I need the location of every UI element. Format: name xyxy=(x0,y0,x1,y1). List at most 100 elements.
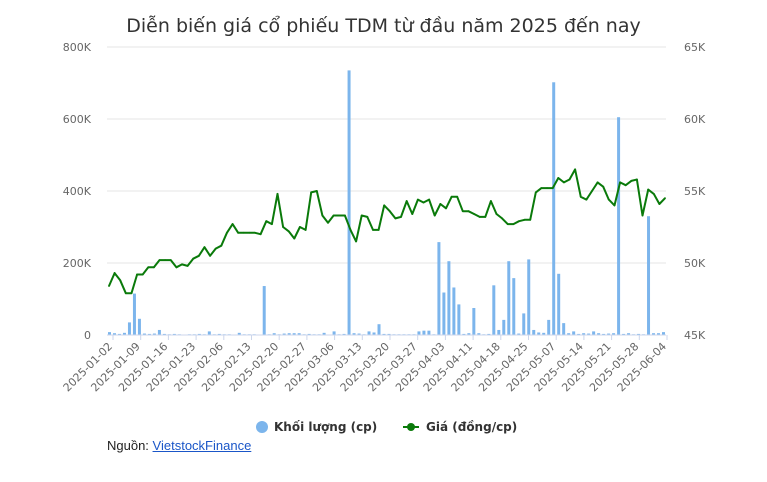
volume-bar[interactable] xyxy=(557,273,561,335)
volume-bar[interactable] xyxy=(607,333,611,335)
price-point[interactable] xyxy=(113,272,116,274)
volume-bar[interactable] xyxy=(377,324,381,335)
price-point[interactable] xyxy=(181,263,183,266)
price-point[interactable] xyxy=(591,190,593,192)
price-point[interactable] xyxy=(315,190,318,192)
volume-bar[interactable] xyxy=(592,331,596,335)
volume-bar[interactable] xyxy=(207,331,211,335)
price-point[interactable] xyxy=(607,198,610,201)
price-point[interactable] xyxy=(456,195,459,198)
price-point[interactable] xyxy=(237,231,240,234)
price-point[interactable] xyxy=(523,218,526,221)
price-point[interactable] xyxy=(265,220,268,223)
price-point[interactable] xyxy=(416,198,419,201)
volume-bar[interactable] xyxy=(637,333,641,335)
volume-bar[interactable] xyxy=(522,313,526,335)
price-point[interactable] xyxy=(473,213,475,215)
price-point[interactable] xyxy=(394,217,397,220)
price-point[interactable] xyxy=(624,184,627,187)
price-point[interactable] xyxy=(209,254,211,257)
price-point[interactable] xyxy=(332,214,335,217)
price-point[interactable] xyxy=(439,203,442,205)
volume-bar[interactable] xyxy=(507,261,511,335)
volume-bar[interactable] xyxy=(157,329,161,335)
volume-bar[interactable] xyxy=(367,331,371,335)
volume-bar[interactable] xyxy=(332,331,336,335)
price-point[interactable] xyxy=(518,220,520,223)
price-line[interactable] xyxy=(108,168,666,295)
price-point[interactable] xyxy=(310,191,313,194)
volume-bar[interactable] xyxy=(292,333,296,335)
price-point[interactable] xyxy=(484,216,487,218)
price-point[interactable] xyxy=(338,214,341,217)
volume-bar[interactable] xyxy=(542,332,546,335)
price-point[interactable] xyxy=(551,187,554,190)
volume-bar[interactable] xyxy=(272,333,276,335)
volume-bar[interactable] xyxy=(112,333,116,335)
price-point[interactable] xyxy=(534,191,537,194)
price-point[interactable] xyxy=(557,177,560,179)
price-point[interactable] xyxy=(377,228,380,231)
volume-bar[interactable] xyxy=(287,333,291,335)
volume-bar[interactable] xyxy=(602,333,606,335)
price-point[interactable] xyxy=(366,216,369,218)
volume-bar[interactable] xyxy=(122,332,126,335)
volume-bar[interactable] xyxy=(237,332,241,335)
price-point[interactable] xyxy=(579,195,582,198)
volume-bar[interactable] xyxy=(652,333,656,335)
volume-bar[interactable] xyxy=(427,330,431,335)
volume-bar[interactable] xyxy=(437,242,441,335)
volume-bar[interactable] xyxy=(387,333,391,335)
price-point[interactable] xyxy=(501,217,504,220)
volume-bar[interactable] xyxy=(147,333,151,335)
volume-bar[interactable] xyxy=(422,330,426,335)
volume-bar[interactable] xyxy=(622,333,626,335)
price-point[interactable] xyxy=(349,228,352,231)
price-point[interactable] xyxy=(119,279,122,282)
volume-bar[interactable] xyxy=(562,323,566,335)
price-point[interactable] xyxy=(450,195,453,198)
volume-bar[interactable] xyxy=(282,333,286,335)
volume-bar[interactable] xyxy=(467,333,471,335)
volume-bar[interactable] xyxy=(517,333,521,335)
price-point[interactable] xyxy=(405,200,408,202)
price-point[interactable] xyxy=(563,181,565,184)
price-point[interactable] xyxy=(270,223,273,226)
volume-bar[interactable] xyxy=(657,333,661,335)
price-point[interactable] xyxy=(158,259,161,262)
volume-bar[interactable] xyxy=(417,331,421,335)
price-point[interactable] xyxy=(304,228,307,231)
volume-bar[interactable] xyxy=(547,319,551,335)
price-point[interactable] xyxy=(512,223,515,226)
price-point[interactable] xyxy=(147,266,150,269)
volume-bar[interactable] xyxy=(127,322,131,335)
price-point[interactable] xyxy=(647,188,650,191)
volume-bar[interactable] xyxy=(142,333,146,335)
volume-bar[interactable] xyxy=(382,333,386,335)
price-point[interactable] xyxy=(411,213,414,215)
price-point[interactable] xyxy=(506,223,509,226)
price-point[interactable] xyxy=(602,185,605,188)
source-link[interactable]: VietstockFinance xyxy=(152,438,252,453)
price-point[interactable] xyxy=(658,203,661,205)
price-point[interactable] xyxy=(613,204,616,207)
price-point[interactable] xyxy=(383,204,386,207)
price-point[interactable] xyxy=(169,259,172,262)
volume-bar[interactable] xyxy=(352,333,356,335)
price-point[interactable] xyxy=(130,292,133,295)
price-point[interactable] xyxy=(596,181,599,184)
price-point[interactable] xyxy=(585,198,588,201)
volume-bar[interactable] xyxy=(627,333,631,335)
volume-bar[interactable] xyxy=(457,304,461,335)
price-point[interactable] xyxy=(192,257,195,260)
price-point[interactable] xyxy=(175,266,178,269)
volume-bar[interactable] xyxy=(527,259,531,335)
volume-bar[interactable] xyxy=(132,293,136,335)
price-point[interactable] xyxy=(287,230,290,233)
legend-item-price[interactable]: Giá (đồng/cp) xyxy=(403,420,517,434)
volume-bar[interactable] xyxy=(567,333,571,335)
price-point[interactable] xyxy=(574,168,577,171)
price-point[interactable] xyxy=(321,214,324,217)
price-point[interactable] xyxy=(619,181,621,184)
price-point[interactable] xyxy=(327,221,329,224)
